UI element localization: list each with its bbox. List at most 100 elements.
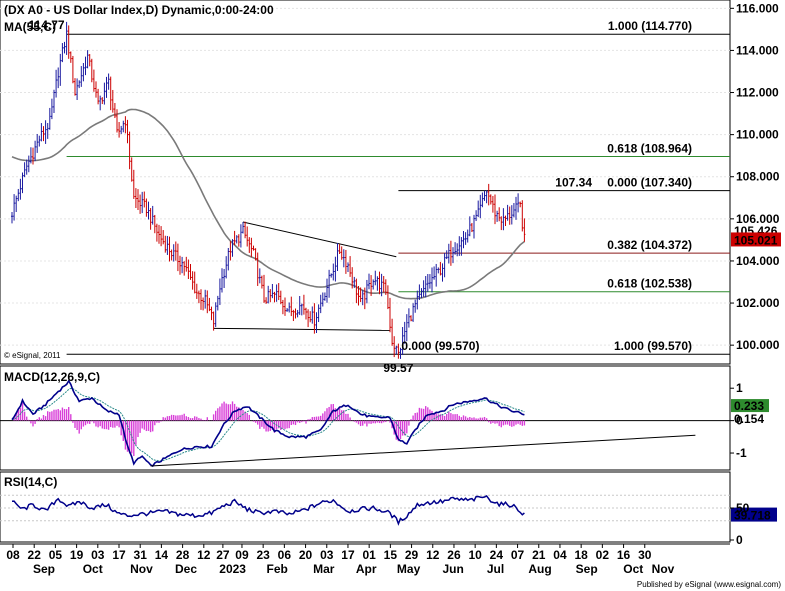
x-day-label: 12 <box>197 548 211 562</box>
rsi-label: RSI(14,C) <box>4 475 57 489</box>
price-tick-label: 110.000 <box>736 128 779 142</box>
x-day-label: 20 <box>299 548 313 562</box>
x-day-label: 23 <box>256 548 270 562</box>
moving-average <box>11 108 525 300</box>
x-month-label: Oct <box>83 562 103 576</box>
copyright-label: © eSignal, 2011 <box>4 351 61 360</box>
rsi-value-box <box>731 507 777 522</box>
macd-signal-value-label: 0.154 <box>734 412 764 426</box>
x-day-label: 03 <box>320 548 334 562</box>
x-month-label: May <box>397 562 421 576</box>
last-price-label: 105.021 <box>734 233 778 247</box>
fib-level-label: 1.000 (114.770) <box>608 19 692 33</box>
rsi-y-axis: 50 0 <box>730 501 750 547</box>
fib-level-label: 0.000 (107.340) <box>607 176 692 190</box>
price-tick-label: 102.000 <box>736 296 780 310</box>
macd-panel-frame <box>0 365 731 471</box>
x-month-label: Dec <box>175 562 197 576</box>
x-day-label: 12 <box>426 548 440 562</box>
price-trendline <box>242 221 397 258</box>
x-day-label: 26 <box>447 548 461 562</box>
x-month-label: Nov <box>130 562 153 576</box>
x-day-label: 17 <box>341 548 355 562</box>
x-day-label: 21 <box>532 548 546 562</box>
x-day-label: 15 <box>384 548 398 562</box>
x-day-label: 18 <box>574 548 588 562</box>
x-day-label: 07 <box>511 548 525 562</box>
x-day-label: 01 <box>362 548 376 562</box>
x-day-label: 27 <box>216 548 230 562</box>
x-day-label: 30 <box>638 548 652 562</box>
fibonacci-levels: 1.000 (114.770) 0.618 (108.964) 0.000 (107… <box>66 19 730 355</box>
x-month-label: Nov <box>652 562 675 576</box>
swing-high-value-label: 107.34 <box>555 176 592 190</box>
price-gridlines <box>0 7 730 346</box>
price-tick-label: 112.000 <box>736 86 779 100</box>
x-month-label: 2023 <box>219 562 246 576</box>
price-y-axis: 100.000 102.000 104.000 106.000 108.000 110.0… <box>730 1 780 352</box>
x-axis: 08 22 05 19 03 17 31 14 28 12 27 09 23 06 20 03 17 01 15 29… <box>6 544 675 576</box>
swing-low-label: 99.57 <box>383 361 413 375</box>
moving-average-line <box>11 108 525 300</box>
x-day-label: 04 <box>553 548 567 562</box>
x-month-label: Aug <box>528 562 551 576</box>
x-day-label: 05 <box>49 548 63 562</box>
x-month-label: Sep <box>576 562 598 576</box>
chart-title: (DX A0 - US Dollar Index,D) Dynamic,0:00… <box>4 3 274 17</box>
price-panel-frame <box>0 0 731 365</box>
ma-label: MA(55,C) <box>4 20 56 34</box>
price-tick-label: 106.000 <box>736 212 780 226</box>
x-day-label: 19 <box>70 548 84 562</box>
macd-trendline <box>150 434 696 467</box>
x-day-label: 06 <box>278 548 292 562</box>
price-tick-label: 100.000 <box>736 338 780 352</box>
x-day-label: 03 <box>91 548 105 562</box>
price-tick-label: 104.000 <box>736 254 780 268</box>
fib-level-label: 0.618 (108.964) <box>607 141 692 155</box>
price-tick-label: 116.000 <box>736 1 779 15</box>
macd-label: MACD(12,26,9,C) <box>4 370 100 384</box>
price-tick-label: 108.000 <box>736 170 780 184</box>
fib-level-label: 1.000 (99.570) <box>614 339 692 353</box>
fib-level-label: 0.382 (104.372) <box>607 238 692 252</box>
x-month-label: Feb <box>266 562 287 576</box>
macd-tick-label: -1 <box>736 446 747 460</box>
swing-high-label: 114.77 <box>29 18 65 32</box>
price-bars <box>11 21 526 359</box>
x-day-label: 29 <box>405 548 419 562</box>
macd-signal-line <box>11 387 525 462</box>
macd-value-box <box>731 399 769 413</box>
rsi-indicator: 39.718 <box>0 494 777 526</box>
macd-tick-label: 1 <box>736 381 743 395</box>
rsi-line <box>11 494 525 526</box>
x-day-label: 22 <box>28 548 42 562</box>
price-trendline <box>213 327 391 331</box>
fib-zero-label: 0.000 (99.570) <box>401 339 479 353</box>
x-month-label: Sep <box>33 562 55 576</box>
x-month-label: Jun <box>442 562 463 576</box>
macd-value-label: 0.233 <box>734 399 764 413</box>
rsi-panel-frame <box>0 471 731 543</box>
x-day-label: 10 <box>468 548 482 562</box>
rsi-value-label: 39.718 <box>734 509 771 523</box>
price-trendlines <box>213 221 397 331</box>
x-day-label: 14 <box>155 548 169 562</box>
x-day-label: 24 <box>490 548 504 562</box>
x-day-label: 28 <box>176 548 190 562</box>
x-month-label: Jul <box>487 562 504 576</box>
x-month-label: Oct <box>623 562 643 576</box>
x-day-label: 02 <box>596 548 610 562</box>
macd-y-axis: 1 0 -1 <box>730 381 747 460</box>
last-price-box <box>731 232 781 247</box>
publisher-label: Published by eSignal (www.esignal.com) <box>637 580 781 589</box>
x-day-label: 31 <box>134 548 148 562</box>
rsi-tick-label: 50 <box>736 501 750 515</box>
x-day-label: 09 <box>235 548 249 562</box>
x-month-label: Mar <box>313 562 335 576</box>
price-tick-label: 114.000 <box>736 43 779 57</box>
x-day-label: 08 <box>6 548 20 562</box>
fib-level-label: 0.618 (102.538) <box>607 277 692 291</box>
rsi-tick-label: 0 <box>736 533 743 547</box>
